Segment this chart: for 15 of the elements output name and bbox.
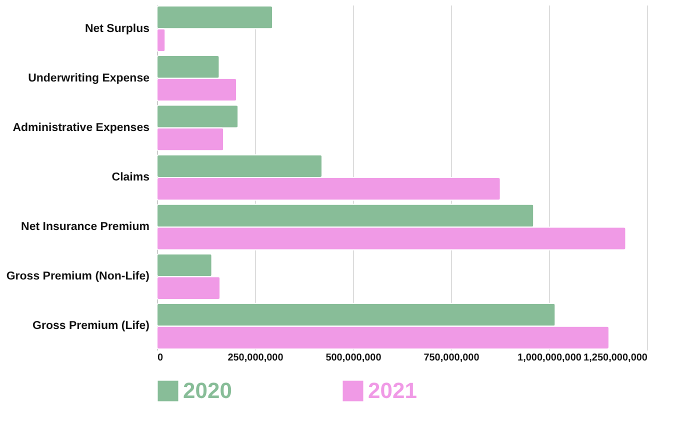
x-tick-label: 750,000,000 xyxy=(424,352,480,364)
x-tick-label: 0 xyxy=(158,352,164,364)
y-tick-label: Gross Premium (Non-Life) xyxy=(6,270,150,283)
x-tick-label: 500,000,000 xyxy=(326,352,382,364)
x-tick-label: 1,000,000,000 xyxy=(518,352,582,364)
y-tick-label: Administrative Expenses xyxy=(12,122,150,134)
y-tick-label: Gross Premium (Life) xyxy=(32,320,150,332)
legend-label: 2021 xyxy=(368,378,417,403)
y-tick-label: Underwriting Expense xyxy=(28,72,150,84)
y-tick-label: Net Insurance Premium xyxy=(21,221,150,234)
x-tick-label: 1,250,000,000 xyxy=(584,352,648,364)
y-tick-label: Claims xyxy=(112,172,150,184)
x-tick-label: 250,000,000 xyxy=(228,352,284,364)
legend-label: 2020 xyxy=(183,378,232,403)
y-tick-label: Net Surplus xyxy=(84,22,150,35)
